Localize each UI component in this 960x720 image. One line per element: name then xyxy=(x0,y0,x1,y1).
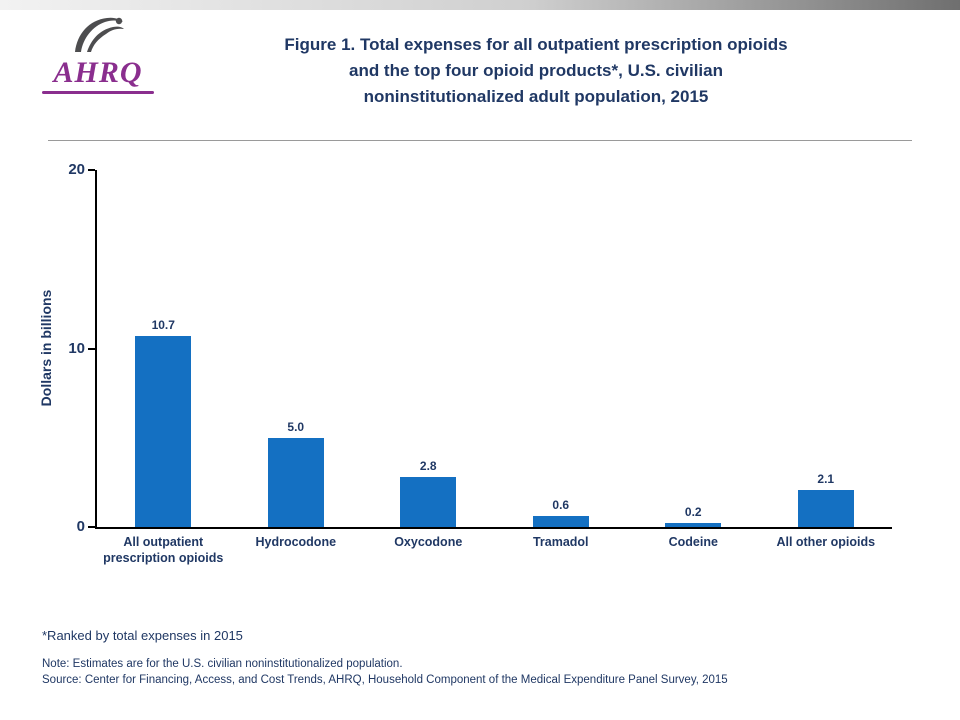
bar-column: 0.2 xyxy=(627,505,759,527)
bar xyxy=(665,523,722,527)
footnote-ranked: *Ranked by total expenses in 2015 xyxy=(42,628,243,643)
bar-column: 0.6 xyxy=(495,498,627,527)
category-label: Tramadol xyxy=(532,535,589,549)
footnote-note: Note: Estimates are for the U.S. civilia… xyxy=(42,658,403,670)
bar-value-label: 0.2 xyxy=(684,505,702,520)
bar xyxy=(400,477,457,527)
bar xyxy=(135,336,192,527)
bar-column: 10.7 xyxy=(97,318,229,527)
figure-title-line-3: noninstitutionalized adult population, 2… xyxy=(363,87,709,106)
category-label: Oxycodone xyxy=(394,535,463,549)
y-tick-label: 20 xyxy=(68,161,85,178)
category-label: Codeine xyxy=(668,535,718,549)
y-tick-mark xyxy=(88,526,95,528)
y-tick-label: 0 xyxy=(76,518,85,535)
hhs-eagle-icon xyxy=(75,17,124,53)
footnote-source: Source: Center for Financing, Access, an… xyxy=(42,674,728,686)
bar xyxy=(797,489,854,527)
y-tick-mark xyxy=(88,347,95,350)
bar-value-label: 5.0 xyxy=(287,419,305,434)
bar xyxy=(267,437,324,527)
bar-value-label: 2.1 xyxy=(817,471,835,486)
bar-value-label: 2.8 xyxy=(419,459,437,473)
ahrq-logo-text: AHRQ xyxy=(53,56,143,89)
bar-value-label: 10.7 xyxy=(151,318,175,332)
category-label: All other opioids xyxy=(776,535,876,549)
ahrq-logo-underline xyxy=(42,91,154,94)
plot-area: 10.7 5.0 2.8 0.6 0.2 2.1 0 10 20 xyxy=(68,161,892,535)
bar-column: 5.0 xyxy=(230,420,362,527)
bar-value-label: 0.6 xyxy=(552,498,570,513)
top-gradient-strip xyxy=(0,0,960,10)
figure-title-line-2: and the top four opioid products*, U.S. … xyxy=(348,61,723,80)
category-label: Hydrocodone xyxy=(255,535,337,549)
y-tick-label: 10 xyxy=(68,339,85,357)
y-tick-mark xyxy=(88,169,95,171)
header-divider xyxy=(48,140,912,141)
bar xyxy=(532,516,589,527)
bar-column: 2.1 xyxy=(760,471,892,527)
bar-column: 2.8 xyxy=(362,459,494,527)
category-label: All outpatient prescription opioids xyxy=(103,535,224,565)
bars-row: 10.7 5.0 2.8 0.6 0.2 2.1 xyxy=(97,170,892,527)
ahrq-logo: AHRQ xyxy=(38,12,158,94)
figure-title-line-1: Figure 1. Total expenses for all outpati… xyxy=(284,35,788,54)
figure-title: Figure 1. Total expenses for all outpati… xyxy=(160,32,912,110)
x-axis-labels: All outpatient prescription opioids Hydro… xyxy=(97,534,892,566)
